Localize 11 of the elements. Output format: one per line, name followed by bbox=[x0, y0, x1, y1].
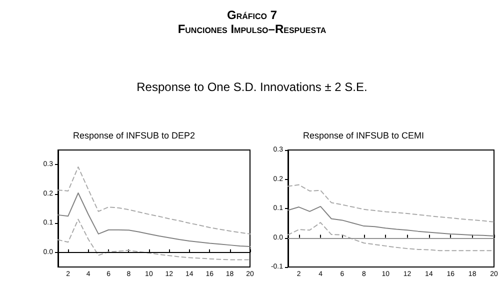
text: Gráfico 7 bbox=[226, 8, 278, 22]
chart-title: Response of INFSUB to CEMI bbox=[303, 130, 424, 140]
line-series bbox=[58, 192, 250, 248]
chart-title: Response of INFSUB to DEP2 bbox=[73, 130, 196, 140]
line-series bbox=[58, 166, 250, 234]
text: Funciones Impulso–Respuesta bbox=[176, 22, 328, 36]
line-series bbox=[288, 222, 494, 252]
line-series bbox=[58, 218, 250, 260]
text: Response to One S.D. Innovations ± 2 S.E. bbox=[136, 80, 368, 94]
line-series bbox=[288, 206, 494, 236]
line-series bbox=[288, 184, 494, 222]
